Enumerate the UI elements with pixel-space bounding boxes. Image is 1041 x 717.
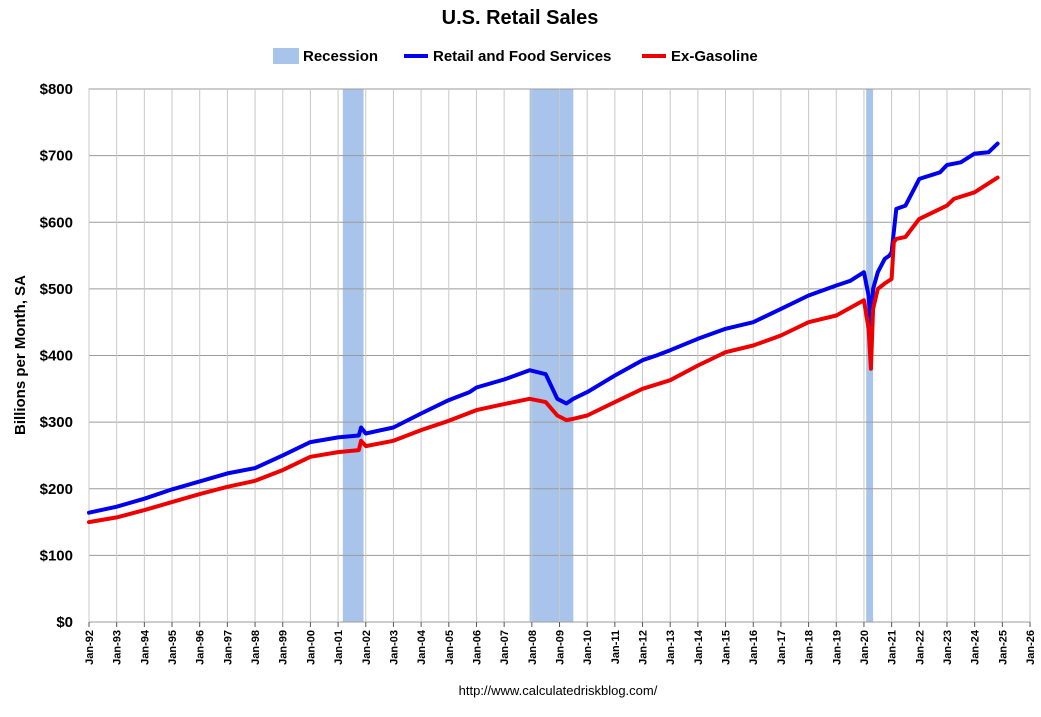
x-tick-label: Jan-11 (610, 630, 622, 664)
y-tick-label: $600 (40, 214, 73, 231)
legend-label-retail: Retail and Food Services (433, 48, 611, 65)
x-tick-label: Jan-10 (582, 630, 594, 665)
x-axis: Jan-92 Jan-93 Jan-94 Jan-95 Jan-96 Jan-97 Jan-… (84, 622, 1037, 665)
y-tick-label: $100 (40, 547, 73, 564)
y-tick-label: $300 (40, 414, 73, 431)
y-axis: $0 $100 $200 $300 $400 $500 $600 $700 $800 (40, 81, 73, 631)
chart-title: U.S. Retail Sales (442, 7, 599, 29)
x-tick-label: Jan-08 (527, 630, 539, 665)
x-tick-label: Jan-15 (721, 630, 733, 665)
series-line-ex-gasoline (87, 175, 1000, 525)
y-axis-label: Billions per Month, SA (12, 275, 29, 435)
legend: Recession Retail and Food Services Ex-Ga… (273, 48, 758, 65)
x-tick-label: Jan-98 (250, 630, 262, 665)
series-lines (87, 141, 1000, 525)
x-tick-label: Jan-94 (139, 629, 151, 665)
legend-label-ex-gasoline: Ex-Gasoline (671, 48, 758, 65)
x-tick-label: Jan-03 (388, 630, 400, 665)
legend-label-recession: Recession (303, 48, 378, 65)
x-tick-label: Jan-13 (665, 630, 677, 665)
x-tick-label: Jan-02 (361, 630, 373, 665)
x-tick-label: Jan-19 (831, 630, 843, 665)
x-tick-label: Jan-24 (970, 629, 982, 665)
x-tick-label: Jan-21 (887, 630, 899, 665)
x-tick-label: Jan-25 (997, 630, 1009, 665)
y-tick-label: $200 (40, 481, 73, 498)
x-tick-label: Jan-12 (638, 630, 650, 665)
x-tick-label: Jan-22 (914, 630, 926, 665)
series-line-retail-and-food-services (87, 141, 1000, 515)
x-tick-label: Jan-26 (1025, 630, 1037, 665)
x-tick-label: Jan-95 (167, 630, 179, 665)
x-tick-label: Jan-04 (416, 629, 428, 665)
x-tick-label: Jan-06 (472, 630, 484, 665)
x-tick-label: Jan-07 (499, 630, 511, 665)
x-tick-label: Jan-18 (804, 630, 816, 665)
x-tick-label: Jan-00 (305, 630, 317, 665)
y-tick-label: $0 (56, 614, 73, 631)
x-tick-label: Jan-05 (444, 630, 456, 665)
source-url: http://www.calculatedriskblog.com/ (459, 683, 658, 698)
x-tick-label: Jan-01 (333, 630, 345, 665)
gridlines (88, 88, 1031, 623)
x-tick-label: Jan-14 (693, 629, 705, 665)
x-tick-label: Jan-93 (112, 630, 124, 665)
legend-swatch-recession (273, 48, 299, 64)
y-tick-label: $500 (40, 281, 73, 298)
x-tick-label: Jan-09 (555, 630, 567, 665)
x-tick-label: Jan-96 (195, 630, 207, 665)
x-tick-label: Jan-20 (859, 630, 871, 665)
y-tick-label: $800 (40, 81, 73, 98)
x-tick-label: Jan-23 (942, 630, 954, 665)
x-tick-label: Jan-97 (222, 630, 234, 665)
y-tick-label: $700 (40, 148, 73, 165)
x-tick-label: Jan-92 (84, 630, 96, 665)
x-tick-label: Jan-16 (748, 630, 760, 665)
y-tick-label: $400 (40, 348, 73, 365)
x-tick-label: Jan-17 (776, 630, 788, 665)
x-tick-label: Jan-99 (278, 630, 290, 665)
